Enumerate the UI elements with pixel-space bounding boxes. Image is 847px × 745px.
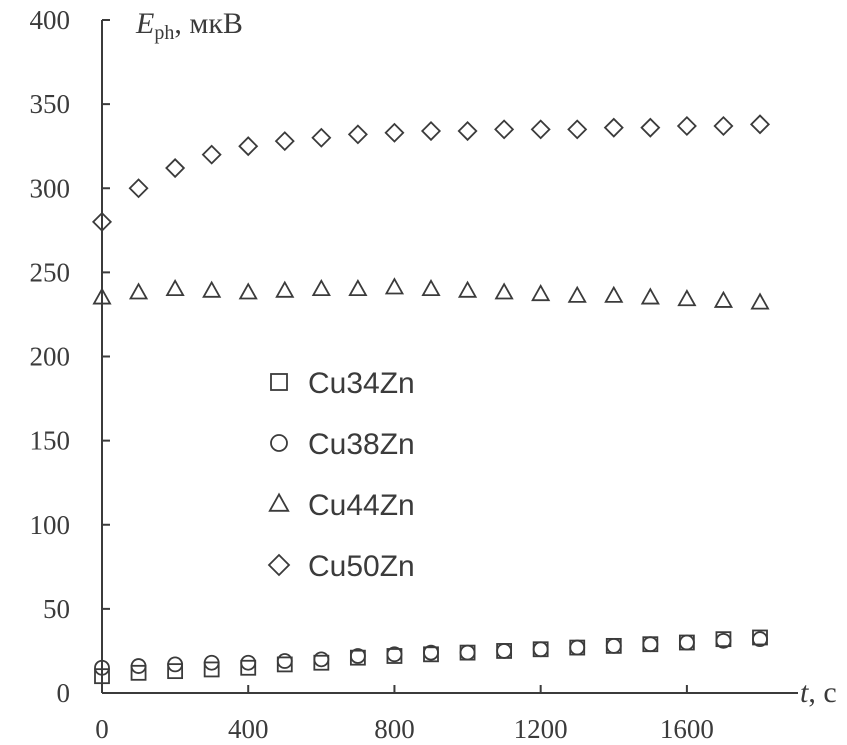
data-point	[167, 663, 184, 680]
data-point	[240, 654, 257, 671]
y-tick-label: 100	[30, 510, 71, 540]
legend-label: Cu38Zn	[308, 428, 415, 461]
data-point	[386, 646, 403, 663]
data-point	[348, 278, 368, 297]
data-point	[384, 277, 405, 295]
series-Cu50Zn	[91, 114, 771, 232]
data-point	[457, 280, 478, 298]
data-point	[202, 280, 222, 298]
data-point	[567, 119, 588, 140]
data-point	[165, 158, 186, 179]
data-point	[713, 115, 734, 137]
data-point	[201, 144, 222, 165]
data-point	[313, 651, 330, 668]
y-tick-label: 250	[30, 257, 71, 287]
data-point	[640, 117, 661, 138]
data-point	[459, 644, 476, 661]
data-point	[311, 127, 332, 148]
data-point	[203, 661, 220, 678]
x-tick-label: 400	[228, 714, 269, 744]
series-Cu34Zn	[94, 629, 768, 685]
data-point	[678, 634, 695, 651]
data-point	[240, 659, 257, 676]
data-point	[603, 117, 624, 138]
data-point	[677, 289, 697, 307]
y-axis-subscript: ph	[154, 22, 174, 44]
y-axis-unit: , мкВ	[174, 7, 243, 40]
y-tick-label: 400	[30, 5, 71, 35]
data-point	[276, 653, 293, 669]
data-point	[275, 280, 295, 298]
legend-label: Cu44Zn	[308, 489, 415, 522]
data-point	[203, 654, 220, 671]
data-point	[569, 639, 586, 656]
y-tick-label: 0	[57, 678, 71, 708]
data-point	[276, 656, 293, 673]
series-Cu38Zn	[94, 631, 768, 676]
data-point	[274, 131, 295, 152]
data-point	[530, 119, 551, 140]
data-point	[640, 287, 660, 305]
data-points-layer	[91, 114, 771, 685]
data-point	[750, 292, 770, 310]
data-point	[749, 114, 771, 135]
data-point	[165, 278, 185, 297]
data-point	[421, 278, 441, 297]
data-point	[752, 631, 768, 648]
y-tick-label: 50	[43, 594, 70, 624]
y-axis-title: Eph, мкВ	[135, 7, 243, 44]
y-tick-label: 350	[30, 89, 71, 119]
data-point	[496, 643, 513, 659]
x-tick-label: 800	[374, 714, 415, 744]
legend-label: Cu50Zn	[308, 550, 415, 583]
x-axis-unit: , с	[808, 676, 836, 709]
data-point	[715, 632, 732, 649]
data-point	[313, 654, 330, 671]
x-tick-label: 1600	[660, 714, 714, 744]
x-tick-label: 0	[95, 714, 109, 744]
data-point	[531, 284, 551, 302]
data-point	[238, 282, 258, 300]
data-point	[130, 664, 147, 681]
data-point	[420, 121, 442, 142]
y-tick-label: 300	[30, 173, 71, 203]
x-axis-title: t, с	[800, 676, 837, 709]
legend-marker-circle	[270, 434, 288, 452]
legend: Cu34Zn Cu38Zn Cu44Zn Cu50Zn	[267, 367, 415, 583]
data-point	[532, 641, 549, 658]
data-point	[713, 290, 734, 308]
ticks-layer: 0 50 100 150 200 250 300 350 400 0 400 800 1200 1600	[30, 5, 714, 744]
data-point	[311, 278, 331, 297]
data-point	[676, 115, 697, 137]
legend-marker-diamond	[267, 553, 291, 577]
legend-label: Cu34Zn	[308, 367, 415, 400]
data-point	[349, 648, 366, 664]
data-point	[494, 282, 514, 300]
data-point	[605, 637, 622, 654]
data-point	[494, 119, 515, 140]
data-point	[567, 285, 587, 303]
data-point	[128, 282, 149, 300]
y-axis-symbol: E	[135, 7, 154, 40]
x-axis-symbol: t	[800, 676, 809, 709]
data-point	[130, 658, 147, 674]
x-tick-label: 1200	[514, 714, 568, 744]
data-point	[642, 636, 659, 653]
data-point	[384, 122, 405, 143]
data-point	[167, 656, 184, 673]
data-point	[347, 124, 368, 145]
data-point	[604, 285, 624, 303]
data-point	[423, 644, 439, 661]
y-tick-label: 150	[30, 426, 71, 456]
data-point	[128, 178, 149, 199]
y-tick-label: 200	[30, 342, 71, 372]
legend-marker-square	[270, 373, 288, 391]
legend-marker-triangle	[268, 492, 290, 512]
data-point	[457, 121, 478, 142]
data-point	[238, 136, 259, 157]
series-Cu44Zn	[92, 277, 770, 310]
